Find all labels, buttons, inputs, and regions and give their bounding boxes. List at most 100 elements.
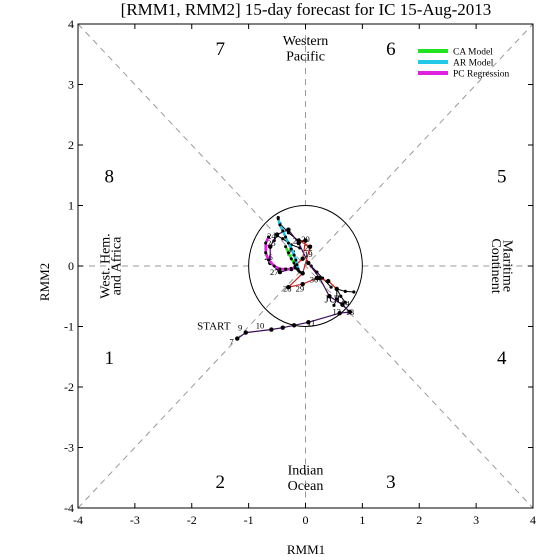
observed-point — [303, 238, 308, 243]
observed-point-label: 23 — [287, 248, 296, 258]
legend-label: CA Model — [453, 48, 493, 58]
forecast-point — [298, 270, 302, 274]
observed-point — [334, 286, 339, 292]
observed-point-label: 14 — [341, 299, 350, 309]
x-tick-label: 3 — [473, 513, 479, 527]
region-label-right: Maritime — [499, 240, 514, 292]
observed-point — [269, 327, 274, 332]
start-label: START — [197, 321, 231, 333]
observed-point — [300, 256, 305, 261]
x-axis-label: RMM1 — [287, 542, 325, 557]
x-tick-label: -3 — [130, 513, 140, 527]
observed-point — [327, 294, 332, 299]
y-axis-label: RMM2 — [37, 263, 52, 301]
ensemble-point — [343, 289, 347, 294]
forecast-point — [281, 229, 285, 233]
observed-point — [347, 309, 353, 315]
ensemble-point — [339, 294, 343, 298]
phase-label: 3 — [386, 472, 396, 493]
observed-point — [300, 271, 305, 276]
y-tick-label: 0 — [68, 259, 74, 273]
ensemble-point — [332, 303, 336, 307]
forecast-point — [264, 251, 268, 255]
phase-label: 5 — [497, 166, 507, 187]
observed-point-label: 13 — [346, 307, 355, 317]
observed-point — [307, 244, 313, 249]
observed-point — [277, 269, 283, 275]
observed-point — [326, 278, 331, 284]
month-label: JUL — [324, 293, 343, 305]
observed-point — [243, 330, 248, 335]
observed-point-label: 25 — [267, 238, 276, 248]
y-tick-label: -4 — [64, 501, 74, 515]
ensemble-point — [281, 237, 285, 241]
x-tick-label: 4 — [530, 513, 536, 527]
observed-point-label: 24 — [267, 231, 276, 241]
ensemble-point — [286, 231, 291, 235]
forecast-point — [296, 267, 300, 271]
observed-point — [340, 302, 345, 307]
observed-point — [291, 323, 297, 328]
observed-point-label: 21 — [293, 236, 302, 246]
forecast-point — [272, 264, 276, 268]
y-tick-label: 2 — [68, 138, 74, 152]
forecast-line — [276, 218, 300, 270]
x-tick-label: -4 — [73, 513, 83, 527]
y-tick-label: 4 — [68, 17, 74, 31]
ensemble-point — [352, 290, 356, 294]
observed-point-label: 11 — [307, 317, 315, 327]
observed-point — [306, 320, 311, 325]
observed-point-label: 29 — [296, 283, 305, 293]
observed-point — [296, 238, 301, 243]
forecast-point — [284, 235, 288, 239]
ensemble-point — [329, 285, 333, 289]
observed-point — [300, 281, 305, 287]
phase-label: 6 — [386, 39, 396, 60]
y-tick-label: -1 — [64, 320, 74, 334]
forecast-point — [292, 261, 296, 265]
chart-title: [RMM1, RMM2] 15-day forecast for IC 15-A… — [121, 0, 492, 19]
observed-point — [280, 325, 285, 330]
x-tick-label: -2 — [187, 513, 197, 527]
legend-label: PC Regression — [453, 70, 509, 80]
x-tick-label: -1 — [244, 513, 254, 527]
region-label-left: West. Hem. — [98, 233, 113, 298]
observed-point-label: 7 — [229, 337, 233, 347]
forecast-point — [276, 217, 280, 221]
forecast-point — [264, 241, 268, 245]
forecast-point — [289, 247, 293, 251]
observed-point-label: 19 — [304, 249, 313, 259]
forecast-point — [289, 267, 293, 271]
forecast-point — [295, 263, 299, 267]
observed-point-label: 20 — [301, 234, 310, 244]
observed-point-label: 27 — [270, 267, 279, 277]
observed-point — [337, 310, 342, 316]
forecast-point — [278, 223, 282, 227]
observed-point-label: 12 — [333, 306, 342, 316]
unit-circle — [248, 205, 363, 327]
observed-point — [268, 244, 273, 249]
x-tick-label: 0 — [303, 513, 309, 527]
forecast-point — [278, 267, 282, 271]
phase-label: 7 — [215, 39, 225, 60]
observed-point — [274, 232, 280, 237]
forecast-point — [294, 258, 298, 262]
forecast-point — [289, 257, 293, 261]
y-tick-label: 1 — [68, 199, 74, 213]
y-tick-label: -2 — [64, 380, 74, 394]
diagonal-guide — [77, 23, 534, 509]
observed-point — [235, 336, 240, 341]
forecast-point — [292, 253, 296, 257]
observed-point — [286, 284, 291, 290]
region-label-bottom: Indian — [288, 464, 324, 479]
forecast-point — [286, 251, 290, 255]
forecast-point — [284, 245, 288, 249]
observed-point — [286, 227, 291, 232]
observed-point — [314, 275, 320, 281]
region-label-left: and Africa — [110, 236, 125, 295]
observed-point-label: 9 — [238, 323, 242, 333]
phase-label: 8 — [105, 166, 115, 187]
phase-label: 2 — [215, 472, 225, 493]
phase-label: 4 — [497, 348, 507, 369]
